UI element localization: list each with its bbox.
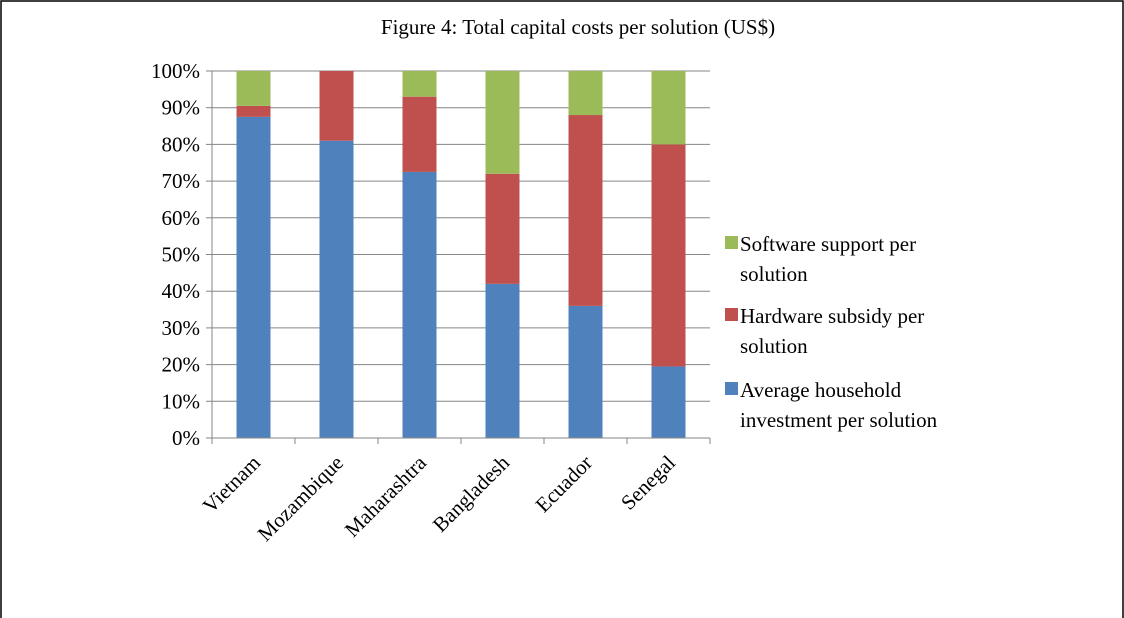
bar-segment-hardware	[485, 173, 520, 284]
bar-segment-hardware	[402, 96, 437, 172]
bar-segment-software	[651, 71, 686, 145]
bars	[236, 71, 686, 439]
legend-swatch	[725, 308, 738, 321]
legend-label: solution	[740, 334, 808, 358]
bar-segment-software	[402, 71, 437, 97]
bar-segment-hardware	[319, 71, 354, 141]
y-tick-label: 40%	[162, 279, 201, 303]
bar-segment-hardware	[236, 105, 271, 117]
y-tick-label: 10%	[162, 389, 201, 413]
chart-title: Figure 4: Total capital costs per soluti…	[381, 15, 775, 39]
y-tick-labels: 0% 10% 20% 30% 40% 50% 60% 70% 80% 90% 100%	[151, 59, 200, 450]
legend-label: Hardware subsidy per	[740, 304, 924, 328]
legend-swatch	[725, 382, 738, 395]
gridlines	[212, 70, 710, 402]
bar-segment-household	[402, 171, 437, 439]
legend-swatch	[725, 236, 738, 249]
bar-segment-household	[485, 283, 520, 438]
legend: Software support per solution Hardware sub…	[725, 232, 938, 432]
bar-segment-hardware	[651, 144, 686, 367]
y-tick-label: 0%	[172, 426, 200, 450]
y-tick-label: 80%	[162, 132, 201, 156]
bar-segment-software	[485, 71, 520, 174]
legend-label: Average household	[740, 378, 902, 402]
bar-segment-hardware	[568, 115, 603, 306]
bar-segment-household	[651, 366, 686, 438]
bar-segment-household	[319, 140, 354, 439]
legend-label: Software support per	[740, 232, 916, 256]
legend-label: solution	[740, 262, 808, 286]
legend-label: investment per solution	[740, 408, 938, 432]
y-tick-label: 30%	[162, 316, 201, 340]
y-tick-label: 90%	[162, 96, 201, 120]
axes	[206, 70, 711, 444]
bar-segment-household	[568, 305, 603, 438]
y-tick-label: 70%	[162, 169, 201, 193]
bar-segment-household	[236, 116, 271, 438]
y-tick-label: 50%	[162, 243, 201, 267]
y-tick-label: 20%	[162, 353, 201, 377]
bar-segment-software	[236, 71, 271, 106]
y-tick-label: 100%	[151, 59, 200, 83]
bar-segment-software	[568, 71, 603, 116]
y-tick-label: 60%	[162, 206, 201, 230]
